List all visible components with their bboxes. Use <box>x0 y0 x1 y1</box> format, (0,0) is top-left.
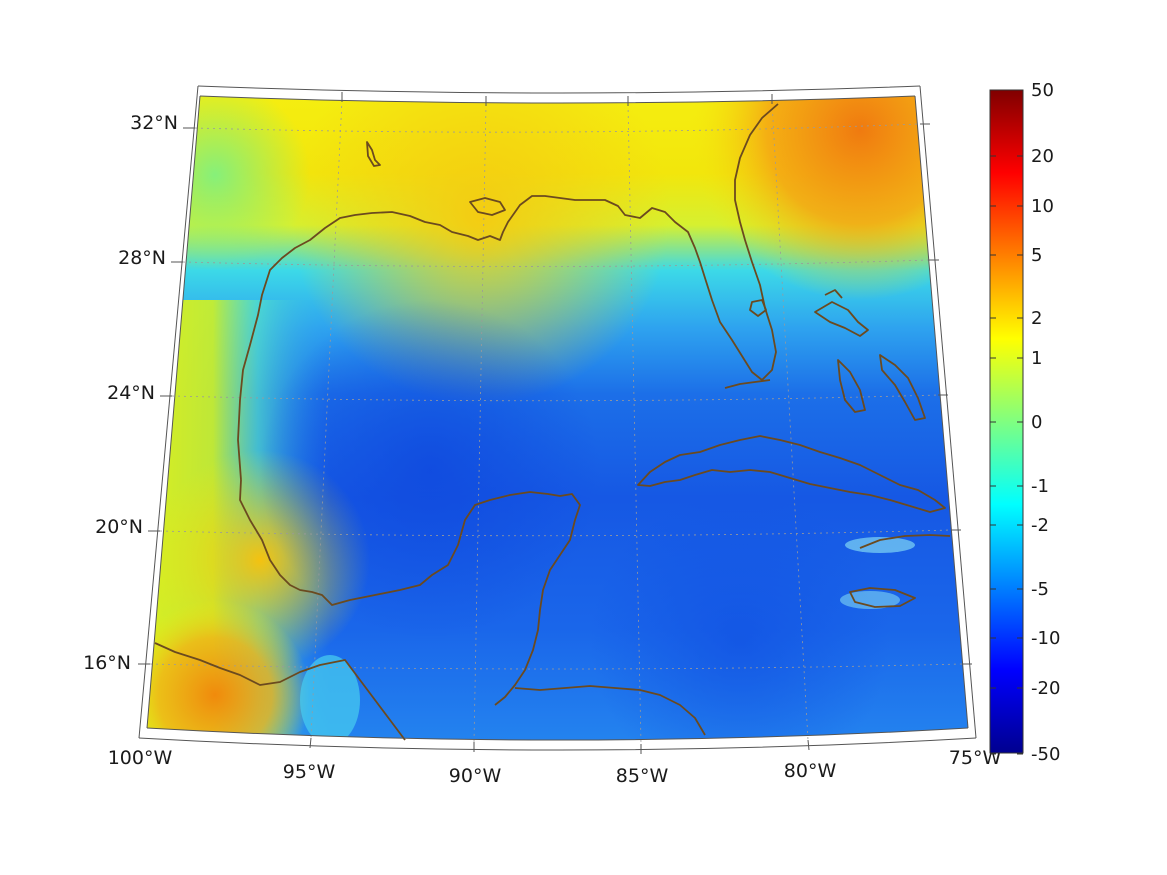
colorbar-label: -1 <box>1031 476 1049 497</box>
lon-label: 80°W <box>784 760 837 782</box>
parallel-16n <box>149 663 963 670</box>
lat-label: 16°N <box>83 652 131 674</box>
lon-label: 75°W <box>949 747 1002 769</box>
colorbar-label: 1 <box>1031 348 1042 369</box>
coastline-bahamas-2 <box>837 359 866 413</box>
lon-label: 95°W <box>283 761 336 783</box>
frame-bottom <box>146 727 969 741</box>
coastline-louisiana-bays <box>469 197 506 216</box>
colorbar-label: 10 <box>1031 196 1054 217</box>
lat-label: 32°N <box>130 112 178 134</box>
longitude-labels: 100°W 95°W 90°W 85°W 80°W 75°W <box>108 747 1002 787</box>
coastline-bahamas-1 <box>814 301 869 337</box>
frame-right-outer <box>919 85 977 739</box>
colorbar-label: -20 <box>1031 678 1060 699</box>
colorbar-ticks <box>990 89 1023 755</box>
lon-label: 85°W <box>616 765 669 787</box>
field-isthmus-streak <box>300 655 360 740</box>
frame-top <box>199 95 916 104</box>
frame-bottom-outer <box>138 737 977 751</box>
parallel-32n <box>194 123 921 133</box>
tick-80w <box>807 739 810 751</box>
coastline-cuba <box>637 435 946 513</box>
colorbar: 50 20 10 5 2 1 0 -1 -2 -5 -10 -20 -50 <box>989 80 1060 765</box>
frame-top-outer <box>197 85 921 94</box>
coastline-hispaniola <box>859 534 951 549</box>
frame-left-outer <box>138 85 199 739</box>
coastline-us-gulf <box>237 103 779 481</box>
meridian-90w <box>473 103 487 743</box>
coastline-lake-okeechobee <box>749 299 767 317</box>
coastlines <box>154 103 951 741</box>
parallel-24n <box>171 394 939 402</box>
colorbar-label: 5 <box>1031 245 1042 266</box>
colorbar-label: 50 <box>1031 80 1054 101</box>
colorbar-label: -50 <box>1031 744 1060 765</box>
meridian-95w <box>310 99 343 739</box>
graticule <box>149 99 963 745</box>
lat-label: 24°N <box>107 382 155 404</box>
lat-label: 20°N <box>95 516 143 538</box>
field-caribbean-deep <box>147 96 968 740</box>
coastline-pacific <box>154 642 406 741</box>
coastline-jamaica <box>849 587 916 608</box>
meridian-80w <box>771 101 809 741</box>
tick-95w <box>309 737 312 749</box>
coastline-honduras <box>514 685 706 736</box>
latitude-labels: 32°N 28°N 24°N 20°N 16°N <box>83 112 178 674</box>
colorbar-label: -5 <box>1031 579 1049 600</box>
field-light-patch <box>840 591 900 609</box>
colorbar-label: 2 <box>1031 308 1042 329</box>
lat-label: 28°N <box>118 247 166 269</box>
map-frame <box>138 85 977 754</box>
coastline-inland-bay <box>366 141 381 167</box>
colorbar-label: -10 <box>1031 628 1060 649</box>
coastline-florida-keys <box>724 379 771 389</box>
coastline-bahamas-3 <box>879 354 926 421</box>
colorbar-label: 0 <box>1031 412 1042 433</box>
frame-left <box>146 95 201 729</box>
field-light-patch <box>845 537 915 553</box>
colorbar-labels: 50 20 10 5 2 1 0 -1 -2 -5 -10 -20 -50 <box>1031 80 1060 765</box>
colorbar-label: 20 <box>1031 146 1054 167</box>
colorbar-label: -2 <box>1031 515 1049 536</box>
lon-label: 100°W <box>108 747 173 769</box>
coastline-bahamas-4 <box>824 289 843 299</box>
frame-right <box>914 95 969 729</box>
coastline-mexico <box>239 479 581 706</box>
data-field <box>147 96 968 740</box>
parallel-20n <box>159 529 952 537</box>
lon-label: 90°W <box>449 765 502 787</box>
